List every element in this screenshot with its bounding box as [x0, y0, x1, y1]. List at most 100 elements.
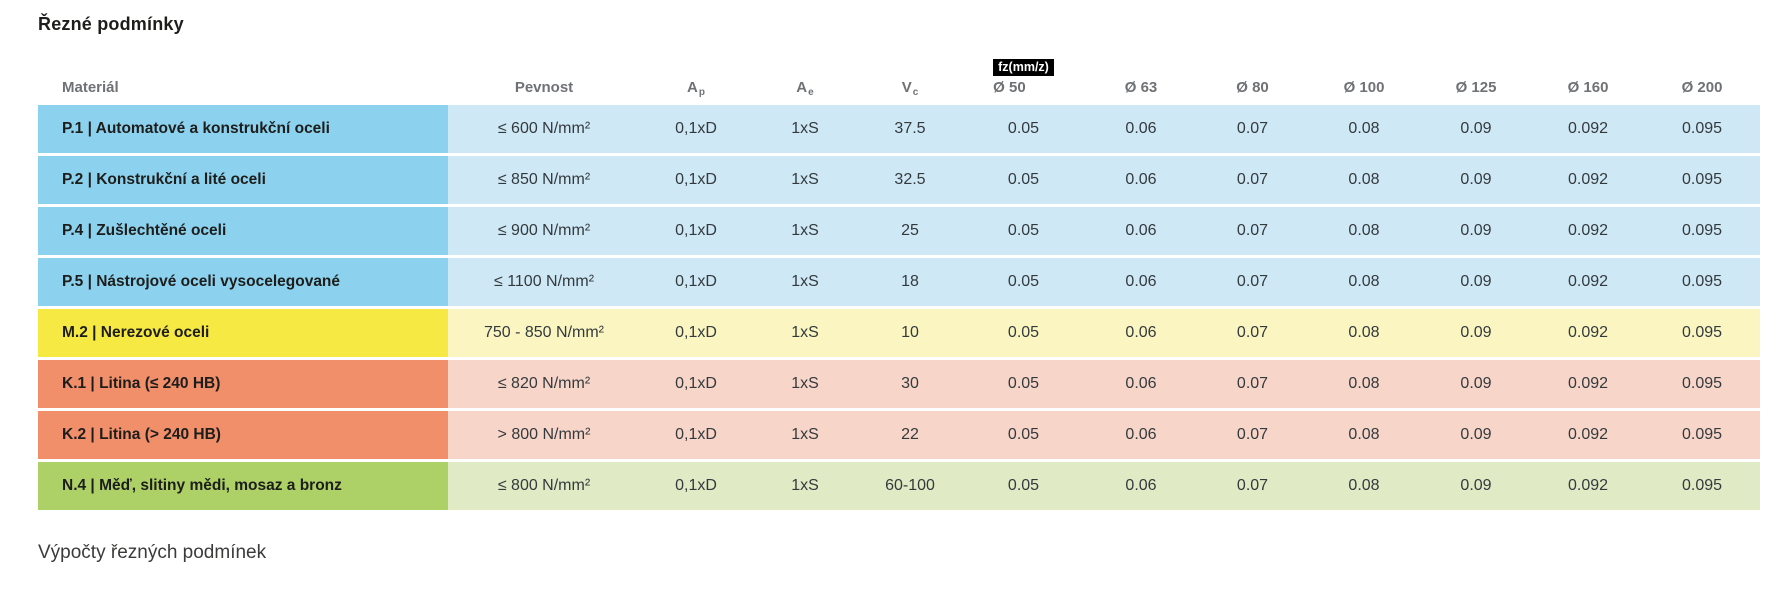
fz-d50-cell: 0.05 — [962, 360, 1085, 408]
vc-cell: 25 — [858, 207, 962, 255]
ae-cell: 1xS — [752, 207, 858, 255]
fz-d80-cell: 0.07 — [1197, 462, 1308, 510]
fz-d125-cell: 0.09 — [1420, 309, 1532, 357]
pevnost-cell: ≤ 850 N/mm² — [448, 156, 640, 204]
ap-cell: 0,1xD — [640, 462, 752, 510]
fz-d63-cell: 0.06 — [1085, 309, 1197, 357]
pevnost-cell: ≤ 900 N/mm² — [448, 207, 640, 255]
vc-cell: 18 — [858, 258, 962, 306]
fz-d80-cell: 0.07 — [1197, 411, 1308, 459]
ae-cell: 1xS — [752, 156, 858, 204]
fz-d160-cell: 0.092 — [1532, 309, 1644, 357]
column-header-d200: Ø 200 — [1681, 79, 1723, 96]
material-cell: K.2 | Litina (> 240 HB) — [38, 411, 448, 459]
table-body: P.1 | Automatové a konstrukční oceli ≤ 6… — [38, 105, 1778, 510]
fz-d125-cell: 0.09 — [1420, 462, 1532, 510]
pevnost-cell: > 800 N/mm² — [448, 411, 640, 459]
ap-cell: 0,1xD — [640, 156, 752, 204]
page-title: Řezné podmínky — [38, 14, 184, 34]
fz-d50-cell: 0.05 — [962, 156, 1085, 204]
fz-d63-cell: 0.06 — [1085, 411, 1197, 459]
vc-cell: 22 — [858, 411, 962, 459]
column-header-material: Materiál — [62, 79, 119, 96]
table-row: P.1 | Automatové a konstrukční oceli ≤ 6… — [38, 105, 1760, 153]
ae-cell: 1xS — [752, 105, 858, 153]
fz-d160-cell: 0.092 — [1532, 207, 1644, 255]
fz-d63-cell: 0.06 — [1085, 156, 1197, 204]
fz-d100-cell: 0.08 — [1308, 411, 1420, 459]
fz-d63-cell: 0.06 — [1085, 360, 1197, 408]
fz-d200-cell: 0.095 — [1644, 411, 1760, 459]
table-row: M.2 | Nerezové oceli 750 - 850 N/mm² 0,1… — [38, 309, 1760, 357]
vc-cell: 37.5 — [858, 105, 962, 153]
fz-d200-cell: 0.095 — [1644, 360, 1760, 408]
fz-d80-cell: 0.07 — [1197, 258, 1308, 306]
pevnost-cell: ≤ 800 N/mm² — [448, 462, 640, 510]
section-title-calculations: Výpočty řezných podmínek — [38, 542, 267, 563]
fz-d50-cell: 0.05 — [962, 462, 1085, 510]
table-row: K.1 | Litina (≤ 240 HB) ≤ 820 N/mm² 0,1x… — [38, 360, 1760, 408]
table-row: P.2 | Konstrukční a lité oceli ≤ 850 N/m… — [38, 156, 1760, 204]
ap-cell: 0,1xD — [640, 258, 752, 306]
fz-d80-cell: 0.07 — [1197, 105, 1308, 153]
fz-d160-cell: 0.092 — [1532, 411, 1644, 459]
fz-d50-cell: 0.05 — [962, 309, 1085, 357]
pevnost-cell: ≤ 820 N/mm² — [448, 360, 640, 408]
fz-d160-cell: 0.092 — [1532, 462, 1644, 510]
fz-d125-cell: 0.09 — [1420, 156, 1532, 204]
ap-cell: 0,1xD — [640, 360, 752, 408]
ae-cell: 1xS — [752, 360, 858, 408]
fz-unit-badge: fz(mm/z) — [993, 59, 1054, 76]
material-cell: P.2 | Konstrukční a lité oceli — [38, 156, 448, 204]
material-cell: M.2 | Nerezové oceli — [38, 309, 448, 357]
fz-d63-cell: 0.06 — [1085, 258, 1197, 306]
fz-d80-cell: 0.07 — [1197, 207, 1308, 255]
fz-d50-cell: 0.05 — [962, 207, 1085, 255]
fz-d200-cell: 0.095 — [1644, 105, 1760, 153]
vc-cell: 10 — [858, 309, 962, 357]
vc-cell: 30 — [858, 360, 962, 408]
column-header-d125: Ø 125 — [1455, 79, 1497, 96]
ap-cell: 0,1xD — [640, 207, 752, 255]
column-header-d80: Ø 80 — [1236, 79, 1269, 96]
fz-d100-cell: 0.08 — [1308, 207, 1420, 255]
fz-d160-cell: 0.092 — [1532, 360, 1644, 408]
material-cell: P.4 | Zušlechtěné oceli — [38, 207, 448, 255]
fz-d125-cell: 0.09 — [1420, 258, 1532, 306]
fz-d63-cell: 0.06 — [1085, 462, 1197, 510]
table-row: P.5 | Nástrojové oceli vysocelegované ≤ … — [38, 258, 1760, 306]
fz-d125-cell: 0.09 — [1420, 207, 1532, 255]
fz-d160-cell: 0.092 — [1532, 156, 1644, 204]
ap-cell: 0,1xD — [640, 411, 752, 459]
ap-cell: 0,1xD — [640, 105, 752, 153]
table-row: N.4 | Měď, slitiny mědi, mosaz a bronz ≤… — [38, 462, 1760, 510]
table-row: P.4 | Zušlechtěné oceli ≤ 900 N/mm² 0,1x… — [38, 207, 1760, 255]
fz-d80-cell: 0.07 — [1197, 156, 1308, 204]
column-header-pevnost: Pevnost — [514, 79, 574, 96]
column-header-d100: Ø 100 — [1343, 79, 1385, 96]
fz-d125-cell: 0.09 — [1420, 105, 1532, 153]
ae-cell: 1xS — [752, 462, 858, 510]
fz-d80-cell: 0.07 — [1197, 309, 1308, 357]
material-cell: P.1 | Automatové a konstrukční oceli — [38, 105, 448, 153]
fz-d160-cell: 0.092 — [1532, 258, 1644, 306]
fz-d100-cell: 0.08 — [1308, 105, 1420, 153]
column-header-d63: Ø 63 — [1124, 79, 1158, 96]
vc-cell: 60-100 — [858, 462, 962, 510]
fz-d80-cell: 0.07 — [1197, 360, 1308, 408]
fz-d125-cell: 0.09 — [1420, 411, 1532, 459]
fz-d200-cell: 0.095 — [1644, 156, 1760, 204]
ap-cell: 0,1xD — [640, 309, 752, 357]
pevnost-cell: 750 - 850 N/mm² — [448, 309, 640, 357]
pevnost-cell: ≤ 600 N/mm² — [448, 105, 640, 153]
fz-d100-cell: 0.08 — [1308, 309, 1420, 357]
fz-d200-cell: 0.095 — [1644, 309, 1760, 357]
fz-d100-cell: 0.08 — [1308, 258, 1420, 306]
fz-d63-cell: 0.06 — [1085, 105, 1197, 153]
fz-d50-cell: 0.05 — [962, 411, 1085, 459]
